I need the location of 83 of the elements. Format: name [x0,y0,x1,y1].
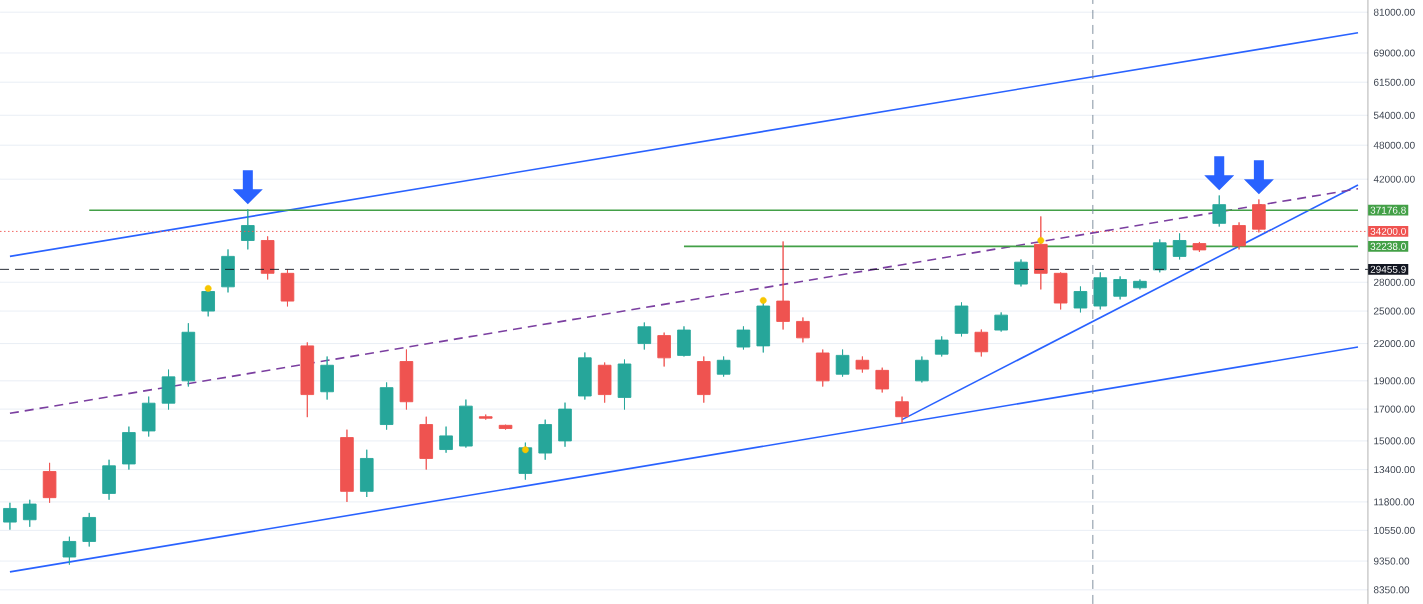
candlestick [221,248,235,293]
candlestick [22,499,37,528]
candlestick [736,325,751,350]
y-tick-label: 54000.00 [1373,111,1415,119]
candlestick [320,356,334,401]
candlestick [340,429,354,503]
candlestick [102,459,116,501]
candlestick [1212,195,1227,227]
candlestick [419,416,434,471]
candlestick [1172,232,1187,260]
candlestick [637,322,652,350]
y-tick-label: 25000.00 [1373,307,1415,315]
candlestick [776,240,790,330]
candlestick [895,396,909,424]
candlestick [181,322,196,387]
y-tick-label: 22000.00 [1373,340,1415,348]
candlestick [1152,238,1167,273]
y-tick-label: 17000.00 [1374,405,1415,413]
point [759,297,767,304]
candlestick [677,325,691,357]
candlestick [835,349,850,378]
candlestick [815,349,830,387]
candlestick [122,426,136,471]
candlestick [1073,286,1088,313]
point [521,446,529,454]
candlestick [3,502,17,531]
candlestick [994,311,1008,333]
candlestick [1113,275,1127,300]
candlestick [379,382,394,431]
candlestick [657,332,671,367]
candlestick [42,462,57,504]
candlestick [915,356,929,383]
candlestick [974,329,989,357]
candlestick [399,349,414,410]
y-tick-label: 19000.00 [1374,377,1415,385]
candlestick [1133,279,1147,290]
y-tick-label: 15000.00 [1374,437,1415,445]
y-tick-label: 11800.00 [1374,498,1415,506]
y-tick-label: 8350.00 [1373,586,1410,594]
ref-line-label: 29455.9 [1370,265,1406,273]
candlestick [597,362,612,404]
y-tick-label: 69000.00 [1373,49,1415,57]
candlestick [1192,241,1207,253]
candlestick [538,419,552,461]
text: 32238.0 [1370,242,1406,250]
candlestick [141,396,156,437]
ref-line-label: 34200.0 [1370,227,1406,235]
candlestick [578,352,592,401]
candlestick [716,356,731,378]
y-tick-label: 61500.00 [1373,78,1415,86]
y-tick-label: 48000.00 [1373,141,1415,149]
candlestick [617,359,632,410]
y-tick-label: 10550.00 [1374,526,1415,534]
candlestick [697,356,711,404]
candlestick [82,512,97,547]
candlestick [280,268,295,307]
candlestick [1093,271,1108,310]
candlestick [855,356,870,374]
candlestick [1014,258,1028,287]
y-tick-label: 9350.00 [1373,557,1410,565]
candlestick [439,426,453,454]
y-tick-label: 81000.00 [1373,8,1415,16]
candlestick [934,335,949,357]
candlestick [1053,271,1068,310]
candlestick [459,399,473,449]
text: 37176.8 [1370,206,1406,214]
candlestick [359,449,374,498]
candlestick [478,414,493,421]
y-tick-label: 42000.00 [1373,175,1415,183]
candlestick [796,316,810,343]
point [1037,237,1045,244]
candlestick [62,536,77,566]
y-tick-label: 13400.00 [1374,466,1415,474]
candlestick [260,235,275,280]
candlestick [954,301,969,337]
point [204,285,212,292]
candlestick [161,369,176,410]
candlestick [498,424,513,431]
candlestick [875,367,890,393]
y-tick-label: 28000.00 [1373,278,1415,286]
candlestick [300,341,315,418]
candlestick [241,208,255,250]
candlestick [558,402,572,448]
